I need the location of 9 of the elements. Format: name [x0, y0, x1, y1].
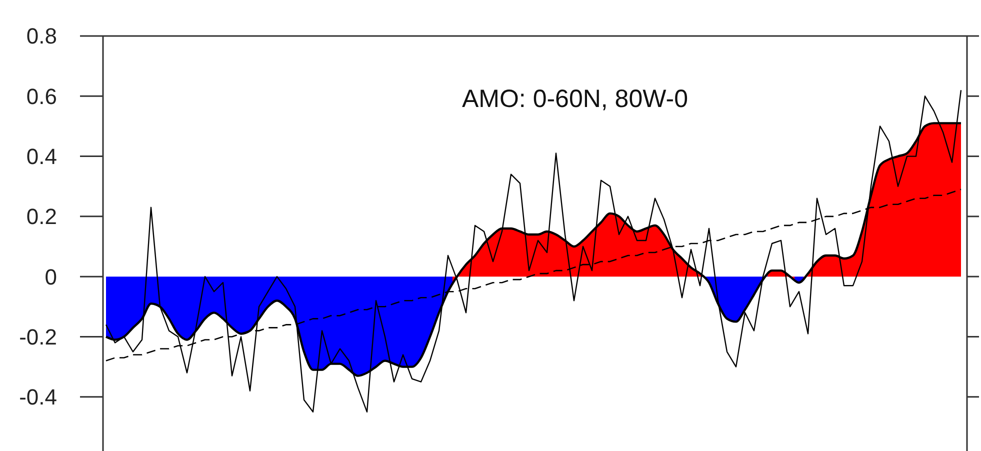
y-tick-label: 0.4	[26, 144, 57, 169]
line-series	[105, 90, 962, 413]
y-tick-label: 0	[44, 264, 57, 290]
y-tick-label: 0.8	[26, 24, 57, 49]
text: AMO: 0-60N, 80W-0	[462, 85, 688, 113]
y-tick-label: 0.2	[26, 204, 57, 230]
y-tick-label: 0.6	[26, 84, 57, 109]
y-tick-label: -0.4	[19, 384, 57, 410]
y-tick-label: -0.2	[19, 324, 57, 350]
